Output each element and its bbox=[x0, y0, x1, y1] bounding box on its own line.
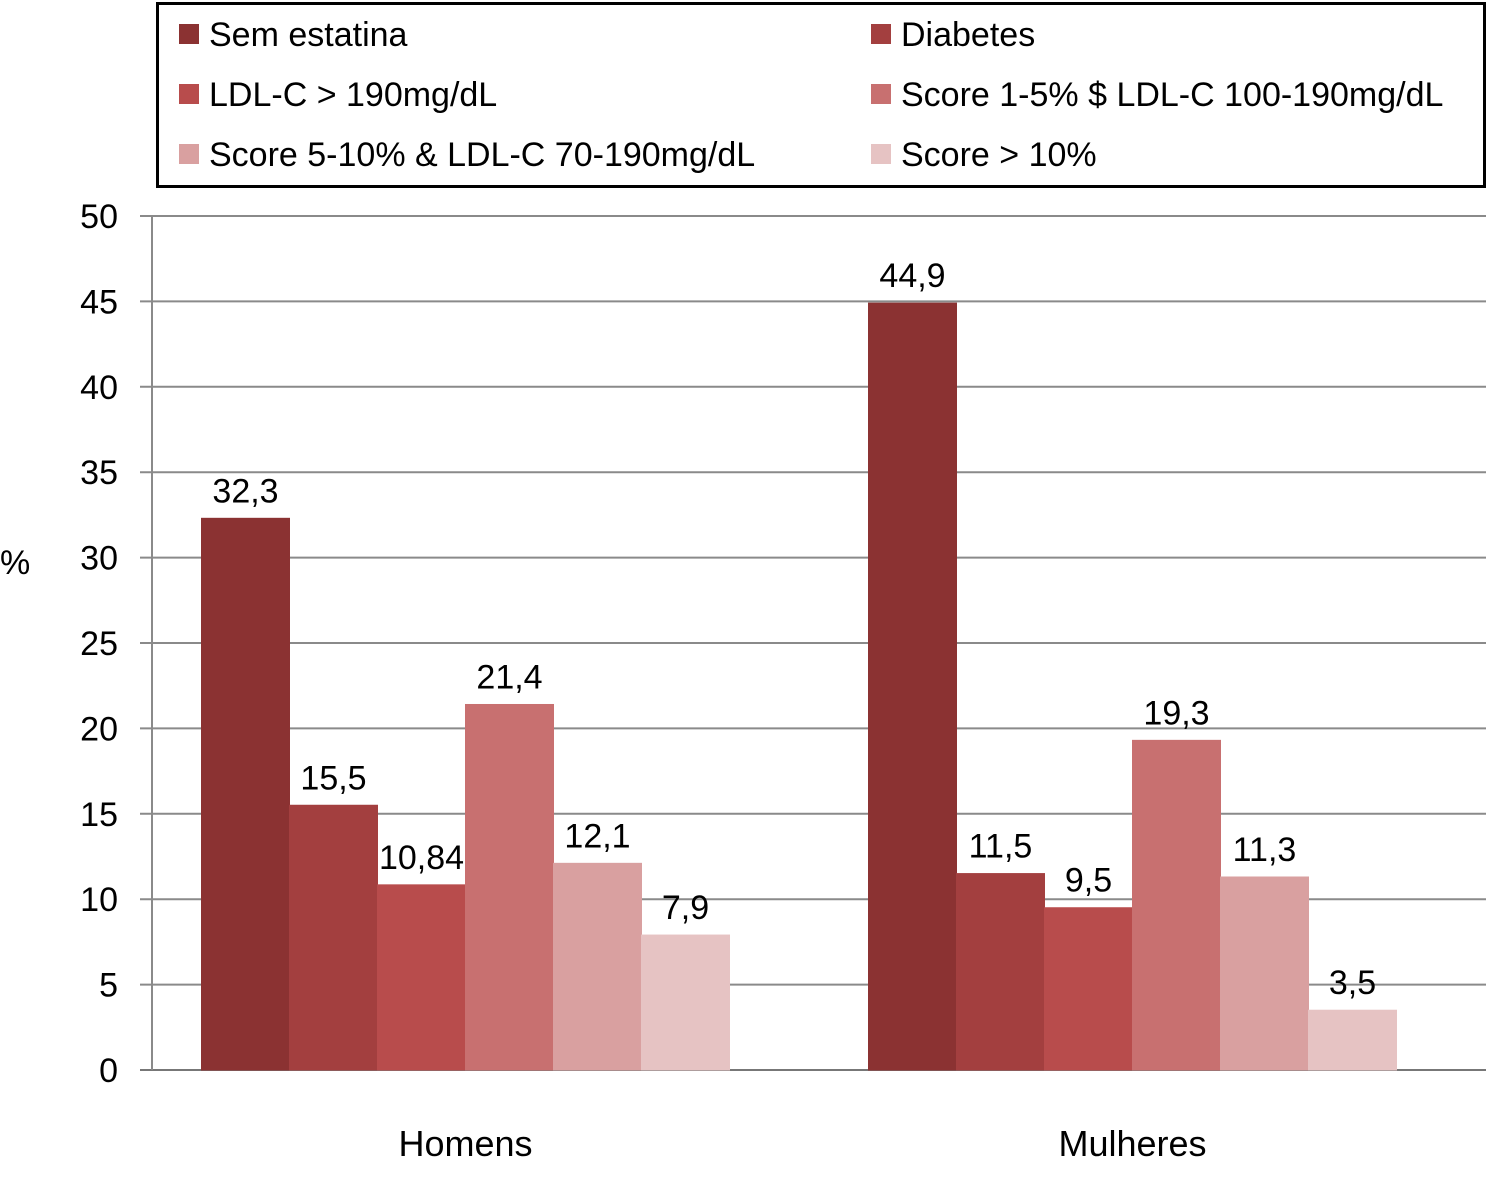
legend-swatch bbox=[871, 24, 891, 45]
legend-swatch bbox=[871, 84, 891, 105]
y-axis-label: % bbox=[0, 544, 30, 582]
legend-label: Diabetes bbox=[901, 16, 1036, 54]
data-label: 15,5 bbox=[300, 759, 366, 797]
data-label: 12,1 bbox=[564, 817, 630, 855]
legend-item-diabetes: Diabetes bbox=[871, 15, 1035, 55]
y-tick-label: 40 bbox=[80, 369, 118, 407]
bar bbox=[1132, 739, 1221, 1071]
y-tick-label: 50 bbox=[80, 198, 118, 236]
bar bbox=[1220, 876, 1309, 1071]
legend-item-score-1-5: Score 1-5% $ LDL-C 100-190mg/dL bbox=[871, 75, 1443, 115]
y-tick-label: 15 bbox=[80, 796, 118, 834]
chart-legend: Sem estatina Diabetes LDL-C > 190mg/dL S… bbox=[156, 2, 1486, 188]
legend-item-ldl-190: LDL-C > 190mg/dL bbox=[179, 75, 497, 115]
legend-label: Sem estatina bbox=[209, 16, 408, 54]
data-label: 9,5 bbox=[1065, 862, 1112, 900]
bar bbox=[868, 302, 957, 1071]
data-label: 3,5 bbox=[1329, 964, 1376, 1002]
bar bbox=[553, 862, 642, 1071]
y-tick-label: 10 bbox=[80, 881, 118, 919]
data-label: 11,5 bbox=[969, 828, 1033, 866]
legend-swatch bbox=[179, 84, 199, 105]
bar bbox=[956, 873, 1045, 1071]
x-category-label: Homens bbox=[398, 1123, 532, 1164]
legend-swatch bbox=[179, 144, 199, 165]
data-label: 44,9 bbox=[879, 257, 945, 295]
y-tick-label: 20 bbox=[80, 710, 118, 748]
y-tick-label: 25 bbox=[80, 625, 118, 663]
legend-label: Score > 10% bbox=[901, 136, 1097, 174]
x-category-label: Mulheres bbox=[1058, 1123, 1206, 1164]
y-tick-label: 5 bbox=[99, 967, 118, 1005]
bar bbox=[1044, 907, 1133, 1071]
bar bbox=[465, 703, 554, 1071]
legend-item-score-5-10: Score 5-10% & LDL-C 70-190mg/dL bbox=[179, 135, 755, 175]
data-label: 10,84 bbox=[379, 839, 464, 877]
data-label: 11,3 bbox=[1233, 831, 1297, 869]
bar bbox=[1308, 1009, 1397, 1071]
y-tick-label: 35 bbox=[80, 454, 118, 492]
bar bbox=[289, 804, 378, 1071]
legend-item-sem-estatina: Sem estatina bbox=[179, 15, 407, 55]
legend-label: Score 1-5% $ LDL-C 100-190mg/dL bbox=[901, 76, 1444, 114]
data-label: 21,4 bbox=[476, 658, 542, 696]
y-tick-label: 45 bbox=[80, 283, 118, 321]
bar bbox=[641, 934, 730, 1071]
bar bbox=[377, 884, 466, 1071]
legend-label: Score 5-10% & LDL-C 70-190mg/dL bbox=[209, 136, 756, 174]
bar bbox=[201, 517, 290, 1071]
legend-swatch bbox=[179, 24, 199, 45]
legend-item-score-10: Score > 10% bbox=[871, 135, 1097, 175]
y-tick-label: 30 bbox=[80, 540, 118, 578]
legend-label: LDL-C > 190mg/dL bbox=[209, 76, 498, 114]
y-tick-label: 0 bbox=[99, 1052, 118, 1090]
data-label: 7,9 bbox=[662, 889, 709, 927]
data-label: 32,3 bbox=[212, 472, 278, 510]
legend-swatch bbox=[871, 144, 891, 165]
data-label: 19,3 bbox=[1143, 694, 1209, 732]
